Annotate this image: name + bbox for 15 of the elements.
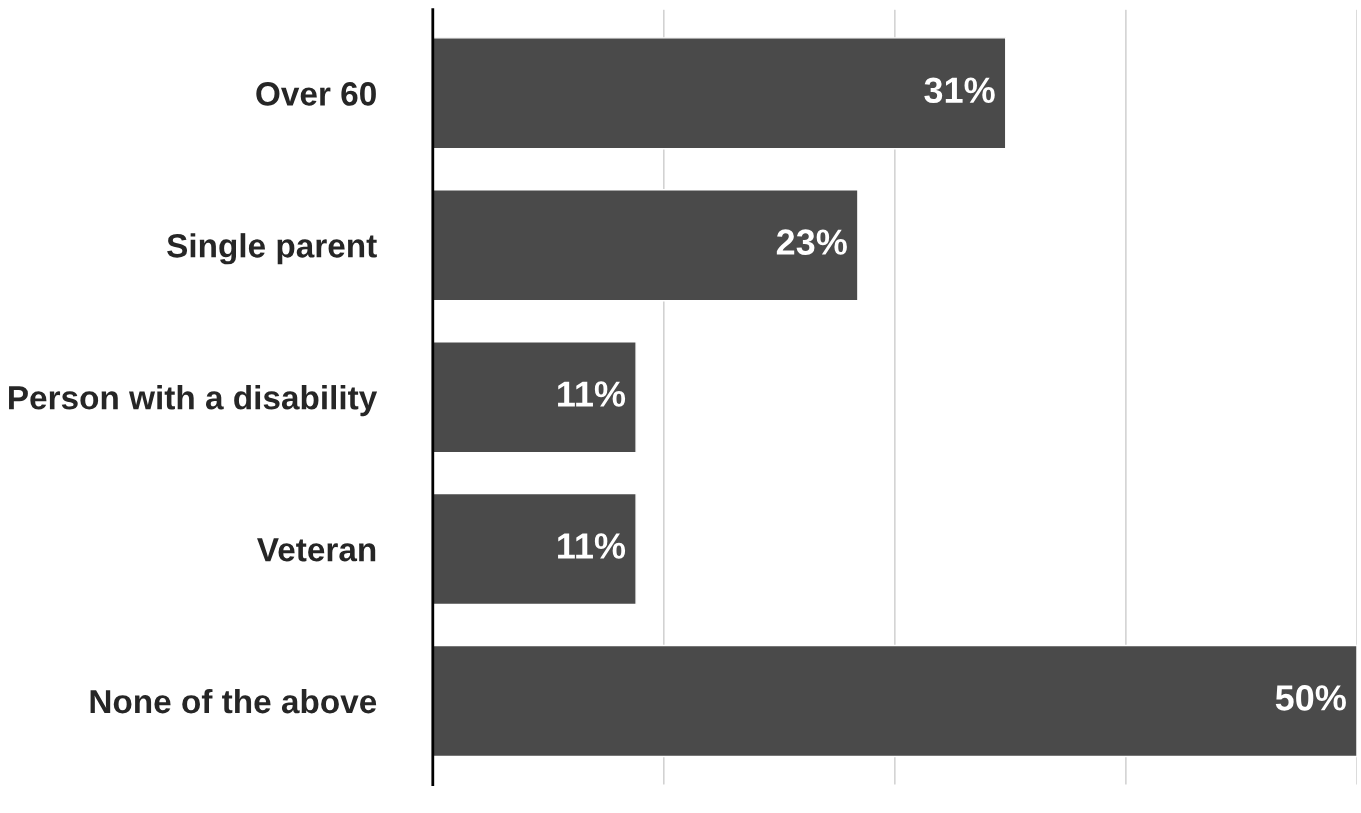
y-tick-label: Person with a disability (9, 385, 378, 417)
y-tick-label: Over 60 (256, 82, 376, 106)
bar (432, 644, 1357, 758)
bar (432, 37, 1007, 150)
y-tick-label: Veteran (257, 538, 376, 562)
data-label: 31% (924, 77, 995, 104)
bar (432, 189, 859, 302)
data-label: 11% (558, 533, 626, 559)
data-label: 11% (558, 381, 626, 407)
bar (432, 341, 637, 454)
data-label: 50% (1275, 685, 1346, 711)
y-tick-label: Single parent (167, 233, 377, 265)
bar (432, 492, 637, 606)
y-tick-label: None of the above (90, 688, 377, 714)
data-label: 23% (776, 229, 847, 255)
